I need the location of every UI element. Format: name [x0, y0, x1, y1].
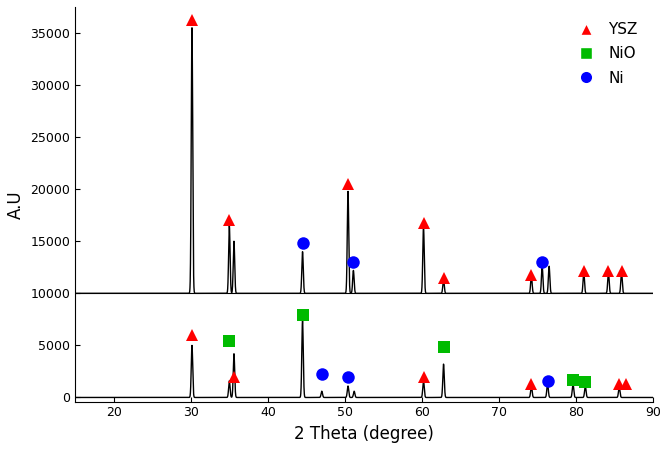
X-axis label: 2 Theta (degree): 2 Theta (degree): [294, 425, 434, 443]
Legend: YSZ, NiO, Ni: YSZ, NiO, Ni: [562, 14, 645, 93]
Y-axis label: A.U: A.U: [7, 190, 25, 219]
